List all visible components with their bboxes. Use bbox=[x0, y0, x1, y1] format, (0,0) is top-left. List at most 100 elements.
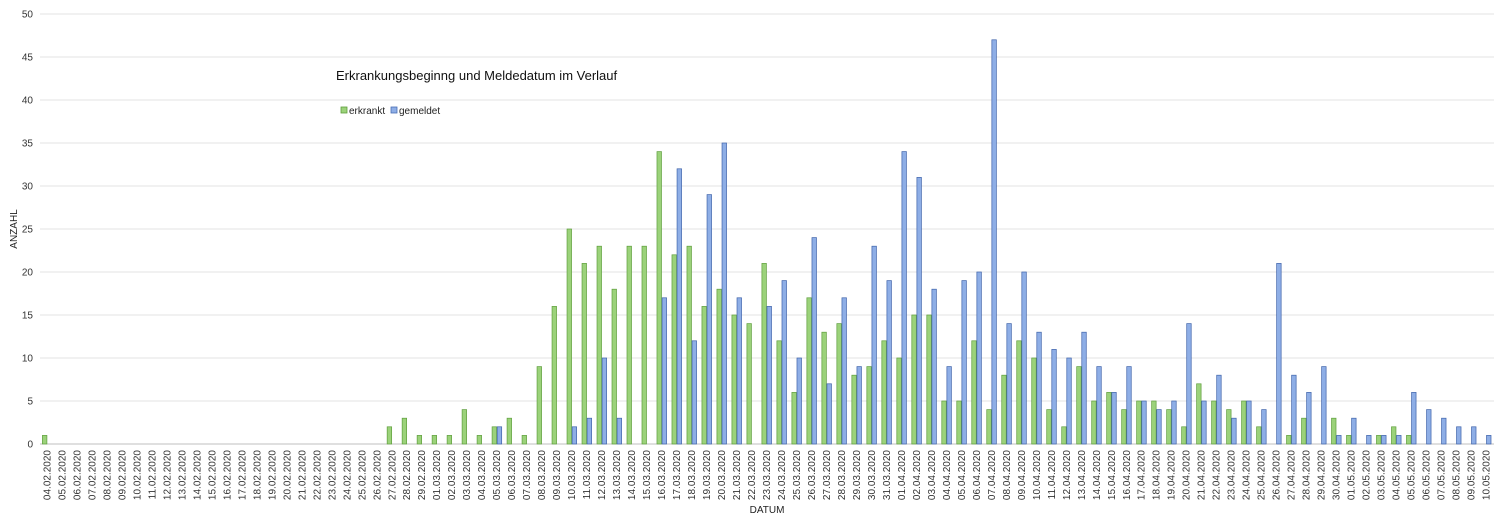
bar-gemeldet-07.04.2020 bbox=[991, 39, 997, 445]
bar-erkrankt-01.04.2020 bbox=[896, 357, 902, 445]
y-tick-label: 30 bbox=[22, 182, 34, 193]
x-tick-label: 14.04.2020 bbox=[1092, 450, 1103, 500]
bar-erkrankt-12.04.2020 bbox=[1061, 426, 1067, 445]
bar-erkrankt-23.03.2020 bbox=[761, 263, 767, 445]
bar-gemeldet-03.05.2020 bbox=[1381, 435, 1387, 445]
bar-erkrankt-17.04.2020 bbox=[1136, 400, 1142, 445]
x-tick-label: 20.03.2020 bbox=[717, 450, 728, 500]
bar-erkrankt-27.03.2020 bbox=[821, 331, 827, 445]
x-tick-label: 12.02.2020 bbox=[162, 450, 173, 500]
x-tick-label: 18.02.2020 bbox=[252, 450, 263, 500]
x-tick-label: 29.02.2020 bbox=[417, 450, 428, 500]
bar-gemeldet-29.04.2020 bbox=[1321, 366, 1327, 445]
x-tick-label: 21.03.2020 bbox=[732, 450, 743, 500]
bar-erkrankt-18.03.2020 bbox=[686, 245, 692, 445]
x-tick-label: 07.02.2020 bbox=[87, 450, 98, 500]
bar-erkrankt-25.04.2020 bbox=[1256, 426, 1262, 445]
x-axis-title: DATUM bbox=[750, 505, 785, 516]
bar-erkrankt-05.05.2020 bbox=[1406, 435, 1412, 445]
y-axis-title: ANZAHL bbox=[9, 209, 20, 249]
x-tick-label: 25.02.2020 bbox=[357, 450, 368, 500]
x-tick-label: 29.04.2020 bbox=[1317, 450, 1328, 500]
bar-gemeldet-02.05.2020 bbox=[1366, 435, 1372, 445]
bar-erkrankt-25.03.2020 bbox=[791, 392, 797, 445]
bar-gemeldet-07.05.2020 bbox=[1441, 417, 1447, 445]
bar-erkrankt-05.03.2020 bbox=[491, 426, 497, 445]
bars bbox=[42, 39, 1492, 445]
bar-gemeldet-11.04.2020 bbox=[1051, 349, 1057, 445]
x-tick-label: 10.04.2020 bbox=[1032, 450, 1043, 500]
x-tick-label: 12.03.2020 bbox=[597, 450, 608, 500]
bar-erkrankt-21.04.2020 bbox=[1196, 383, 1202, 445]
bar-erkrankt-26.03.2020 bbox=[806, 297, 812, 445]
x-tick-label: 03.04.2020 bbox=[927, 450, 938, 500]
x-tick-label: 14.02.2020 bbox=[192, 450, 203, 500]
bar-gemeldet-22.04.2020 bbox=[1216, 374, 1222, 445]
x-tick-label: 27.02.2020 bbox=[387, 450, 398, 500]
bar-gemeldet-25.03.2020 bbox=[796, 357, 802, 445]
bar-gemeldet-31.03.2020 bbox=[886, 280, 892, 445]
x-tick-label: 24.02.2020 bbox=[342, 450, 353, 500]
bar-gemeldet-01.04.2020 bbox=[901, 151, 907, 445]
x-tick-label: 30.03.2020 bbox=[867, 450, 878, 500]
x-tick-label: 04.04.2020 bbox=[942, 450, 953, 500]
bar-erkrankt-04.02.2020 bbox=[42, 435, 48, 445]
x-tick-label: 21.02.2020 bbox=[297, 450, 308, 500]
bar-erkrankt-04.05.2020 bbox=[1391, 426, 1397, 445]
bar-erkrankt-16.03.2020 bbox=[656, 151, 662, 445]
x-tick-label: 15.04.2020 bbox=[1107, 450, 1118, 500]
bar-gemeldet-27.03.2020 bbox=[826, 383, 832, 445]
bar-gemeldet-30.03.2020 bbox=[871, 245, 877, 445]
bar-gemeldet-23.03.2020 bbox=[766, 306, 772, 445]
x-tick-label: 17.04.2020 bbox=[1137, 450, 1148, 500]
bar-gemeldet-14.04.2020 bbox=[1096, 366, 1102, 445]
x-tick-label: 28.02.2020 bbox=[402, 450, 413, 500]
bar-erkrankt-09.03.2020 bbox=[551, 306, 557, 445]
bar-gemeldet-28.04.2020 bbox=[1306, 392, 1312, 445]
bar-erkrankt-06.03.2020 bbox=[506, 417, 512, 445]
bar-gemeldet-12.03.2020 bbox=[601, 357, 607, 445]
chart-title: Erkrankungsbeginng und Meldedatum im Ver… bbox=[336, 68, 618, 83]
y-tick-label: 0 bbox=[27, 440, 33, 451]
gridlines bbox=[40, 13, 1494, 445]
bar-erkrankt-09.04.2020 bbox=[1016, 340, 1022, 445]
x-tick-label: 30.04.2020 bbox=[1332, 450, 1343, 500]
x-tick-label: 08.03.2020 bbox=[537, 450, 548, 500]
bar-erkrankt-15.03.2020 bbox=[641, 245, 647, 445]
x-tick-label: 01.05.2020 bbox=[1347, 450, 1358, 500]
x-tick-label: 16.02.2020 bbox=[222, 450, 233, 500]
bar-gemeldet-17.04.2020 bbox=[1141, 400, 1147, 445]
x-tick-label: 06.03.2020 bbox=[507, 450, 518, 500]
bar-gemeldet-21.03.2020 bbox=[736, 297, 742, 445]
bar-erkrankt-05.04.2020 bbox=[956, 400, 962, 445]
bar-gemeldet-16.04.2020 bbox=[1126, 366, 1132, 445]
legend: erkrankt gemeldet bbox=[340, 106, 440, 117]
bar-erkrankt-04.03.2020 bbox=[476, 435, 482, 445]
bar-erkrankt-08.03.2020 bbox=[536, 366, 542, 445]
bar-gemeldet-15.04.2020 bbox=[1111, 392, 1117, 445]
bar-erkrankt-07.03.2020 bbox=[521, 435, 527, 445]
bar-gemeldet-11.03.2020 bbox=[586, 417, 592, 445]
bar-gemeldet-30.04.2020 bbox=[1336, 435, 1342, 445]
x-tick-label: 03.03.2020 bbox=[462, 450, 473, 500]
y-tick-label: 35 bbox=[22, 139, 34, 150]
y-tick-label: 50 bbox=[22, 10, 34, 21]
bar-erkrankt-12.03.2020 bbox=[596, 245, 602, 445]
x-tick-label: 01.03.2020 bbox=[432, 450, 443, 500]
x-tick-label: 08.04.2020 bbox=[1002, 450, 1013, 500]
bar-erkrankt-19.03.2020 bbox=[701, 306, 707, 445]
y-tick-label: 5 bbox=[27, 397, 33, 408]
x-tick-label: 05.04.2020 bbox=[957, 450, 968, 500]
bar-erkrankt-20.04.2020 bbox=[1181, 426, 1187, 445]
y-tick-label: 15 bbox=[22, 311, 34, 322]
bar-gemeldet-10.05.2020 bbox=[1486, 435, 1492, 445]
bar-erkrankt-28.03.2020 bbox=[836, 323, 842, 445]
x-tick-label: 06.02.2020 bbox=[72, 450, 83, 500]
x-tick-label: 18.03.2020 bbox=[687, 450, 698, 500]
x-tick-label: 05.05.2020 bbox=[1407, 450, 1418, 500]
bar-erkrankt-27.02.2020 bbox=[386, 426, 393, 445]
x-tick-label: 19.03.2020 bbox=[702, 450, 713, 500]
x-tick-label: 11.04.2020 bbox=[1047, 450, 1058, 500]
x-tick-label: 05.03.2020 bbox=[492, 450, 503, 500]
bar-erkrankt-11.03.2020 bbox=[581, 263, 587, 445]
